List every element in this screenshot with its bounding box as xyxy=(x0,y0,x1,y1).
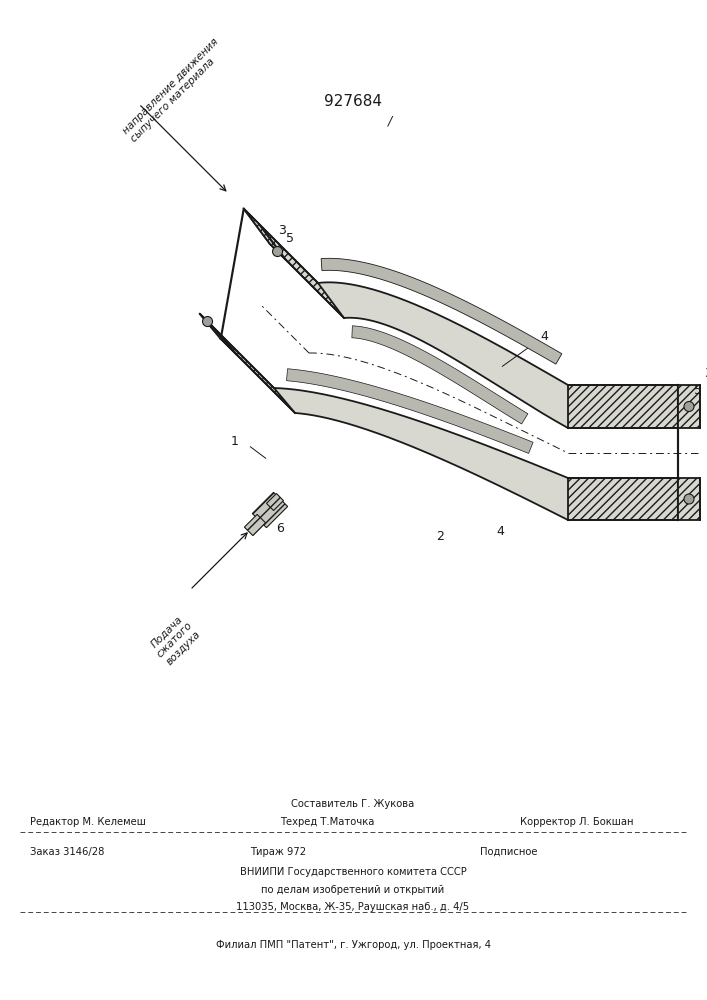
Polygon shape xyxy=(200,314,295,413)
Text: 5: 5 xyxy=(286,232,293,245)
Text: 1: 1 xyxy=(231,435,239,448)
Text: Редактор М. Келемеш: Редактор М. Келемеш xyxy=(30,817,146,827)
Text: 2: 2 xyxy=(436,530,444,543)
Text: 4: 4 xyxy=(496,525,504,538)
Circle shape xyxy=(684,494,694,504)
Text: Подача
сжатого
воздуха: Подача сжатого воздуха xyxy=(147,612,203,668)
Text: 927684: 927684 xyxy=(324,95,382,109)
Polygon shape xyxy=(244,209,344,318)
Text: Филиал ПМП "Патент", г. Ужгород, ул. Проектная, 4: Филиал ПМП "Патент", г. Ужгород, ул. Про… xyxy=(216,940,491,950)
Text: направление движения
сыпучего материала: направление движения сыпучего материала xyxy=(121,36,228,144)
Polygon shape xyxy=(352,326,528,424)
Polygon shape xyxy=(678,385,700,428)
Polygon shape xyxy=(321,258,562,364)
Bar xyxy=(267,494,284,510)
Text: 3: 3 xyxy=(704,367,707,380)
Text: ВНИИПИ Государственного комитета СССР: ВНИИПИ Государственного комитета СССР xyxy=(240,867,467,877)
Polygon shape xyxy=(274,388,568,520)
Circle shape xyxy=(684,401,694,412)
Text: 5: 5 xyxy=(694,384,702,397)
Circle shape xyxy=(272,247,283,257)
Text: по делам изобретений и открытий: по делам изобретений и открытий xyxy=(262,885,445,895)
Polygon shape xyxy=(274,318,568,478)
Text: 6: 6 xyxy=(276,522,284,535)
Text: 3: 3 xyxy=(279,224,286,237)
Text: 113035, Москва, Ж-35, Раушская наб., д. 4/5: 113035, Москва, Ж-35, Раушская наб., д. … xyxy=(236,902,469,912)
Text: Тираж 972: Тираж 972 xyxy=(250,847,306,857)
Text: Подписное: Подписное xyxy=(480,847,537,857)
Polygon shape xyxy=(200,314,236,354)
Circle shape xyxy=(202,317,213,327)
Text: Составитель Г. Жукова: Составитель Г. Жукова xyxy=(291,799,414,809)
Polygon shape xyxy=(244,209,286,259)
Polygon shape xyxy=(200,244,344,388)
Text: 4: 4 xyxy=(502,330,548,366)
Bar xyxy=(245,514,266,536)
Text: Техред Т.Маточка: Техред Т.Маточка xyxy=(280,817,375,827)
Polygon shape xyxy=(678,478,700,520)
Polygon shape xyxy=(286,369,533,453)
Polygon shape xyxy=(568,428,678,478)
Polygon shape xyxy=(568,385,678,428)
Text: Корректор Л. Бокшан: Корректор Л. Бокшан xyxy=(520,817,633,827)
Polygon shape xyxy=(318,282,568,428)
Text: /: / xyxy=(388,115,392,128)
Text: Заказ 3146/28: Заказ 3146/28 xyxy=(30,847,105,857)
Polygon shape xyxy=(568,478,678,520)
Bar xyxy=(252,492,288,528)
